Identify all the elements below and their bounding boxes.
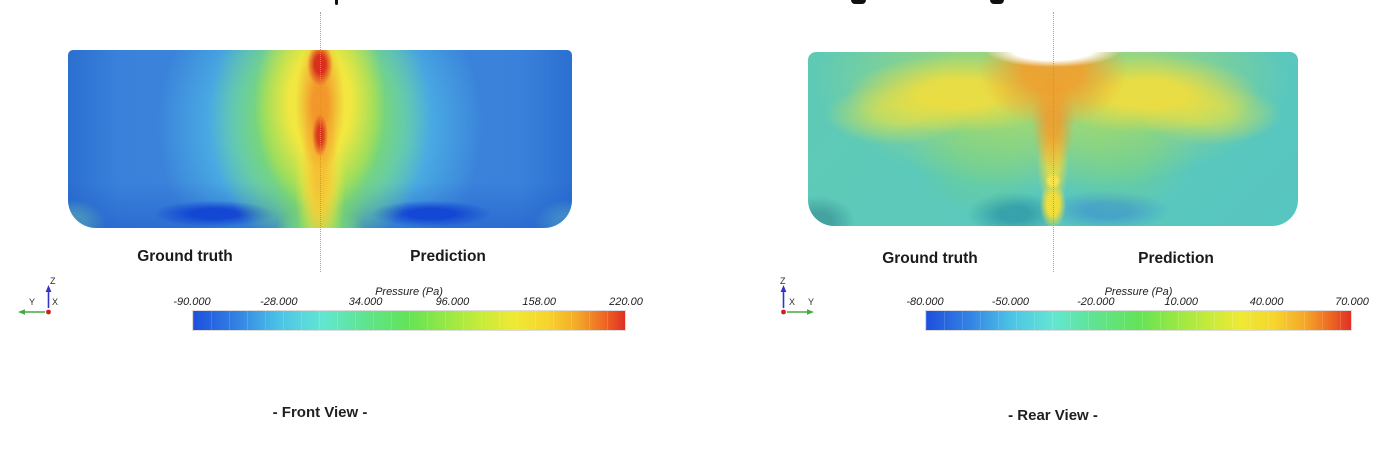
front-colorbar-title: Pressure (Pa) <box>375 286 443 298</box>
z-axis-arrow-icon <box>45 285 52 292</box>
tick-label: 158.00 <box>522 296 557 308</box>
x-axis-origin-dot-icon <box>46 309 51 315</box>
front-view-caption: - Front View - <box>272 404 368 421</box>
rear-ground-truth-label: Ground truth <box>882 250 978 267</box>
cropped-title-fragment <box>851 0 866 4</box>
rear-colorbar-ticks: -80.000 -50.000 -20.000 10.000 40.000 70… <box>906 296 1368 309</box>
tick-label: -80.000 <box>906 296 944 308</box>
x-axis-origin-dot-icon <box>781 309 786 315</box>
front-split-centerline <box>320 12 321 272</box>
tick-label: -28.000 <box>260 296 298 308</box>
rear-prediction-label: Prediction <box>1138 250 1214 267</box>
rear-view-caption: - Rear View - <box>1008 407 1098 424</box>
axis-z-label: Z <box>780 276 786 286</box>
tick-label: -90.000 <box>173 296 211 308</box>
rear-colorbar-gradient <box>925 310 1352 331</box>
rear-colorbar-title: Pressure (Pa) <box>1104 286 1173 298</box>
front-prediction-label: Prediction <box>410 248 486 265</box>
cropped-title-fragment <box>335 0 338 5</box>
tick-label: -20.000 <box>1077 296 1115 308</box>
z-axis-arrow-icon <box>780 285 787 292</box>
front-ground-truth-label: Ground truth <box>137 248 233 265</box>
tick-label: 220.00 <box>609 296 643 308</box>
rear-orientation-axes-icon: Z X Y <box>780 276 814 315</box>
front-colorbar-ticks: -90.000 -28.000 34.000 96.000 158.00 220… <box>173 296 642 309</box>
y-axis-arrow-icon <box>18 309 25 315</box>
axis-y-label: Y <box>29 297 35 307</box>
tick-label: 34.000 <box>348 296 383 308</box>
tick-label: 10.000 <box>1164 296 1199 308</box>
tick-label: 70.000 <box>1335 296 1369 308</box>
front-colorbar-gradient <box>192 310 626 331</box>
front-orientation-axes-icon: Z Y X <box>18 276 58 315</box>
y-axis-arrow-icon <box>807 309 814 315</box>
cropped-title-fragment <box>990 0 1004 4</box>
tick-label: -50.000 <box>991 296 1030 308</box>
axis-x-label: X <box>52 297 58 307</box>
front-colorbar: Pressure (Pa) -90.000 -28.000 34.000 96.… <box>173 286 643 331</box>
axis-x-label: X <box>789 297 795 307</box>
rear-split-centerline <box>1053 12 1054 272</box>
axis-y-label: Y <box>808 297 814 307</box>
tick-label: 40.000 <box>1249 296 1284 308</box>
rear-colorbar: Pressure (Pa) -80.000 -50.000 -20.000 10… <box>906 286 1369 331</box>
tick-label: 96.000 <box>435 296 470 308</box>
axis-z-label: Z <box>50 276 56 286</box>
